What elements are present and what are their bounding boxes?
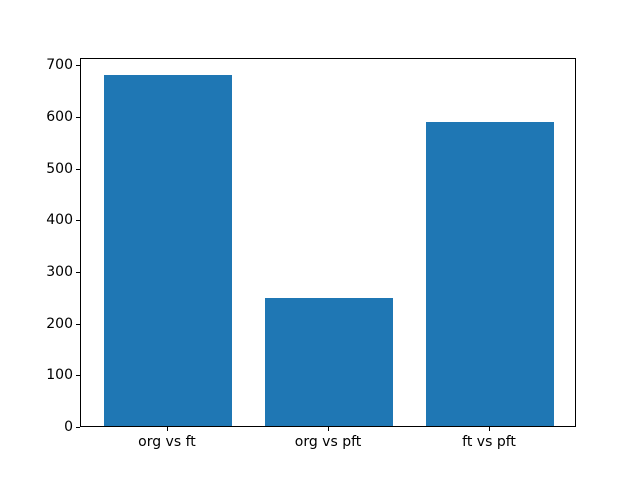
y-tick-mark: [76, 323, 80, 325]
y-tick-label: 300: [46, 263, 73, 280]
x-tick-mark: [328, 427, 329, 431]
y-tick-mark: [76, 65, 80, 67]
x-tick-label: org vs ft: [138, 434, 196, 450]
y-tick-label: 700: [46, 57, 73, 74]
y-tick-label: 100: [46, 367, 73, 384]
y-tick-mark: [76, 375, 80, 377]
plot-area: [80, 58, 576, 427]
bar-org-vs-ft: [103, 74, 233, 426]
y-tick-mark: [76, 220, 80, 222]
x-tick-mark: [166, 427, 168, 431]
y-tick-label: 0: [64, 419, 73, 435]
y-tick-mark: [76, 427, 80, 428]
y-tick-mark: [76, 116, 80, 118]
y-tick-mark: [76, 271, 80, 273]
x-tick-label: ft vs pft: [462, 434, 516, 450]
y-tick-label: 500: [46, 160, 73, 177]
bar-org-vs-pft: [264, 298, 394, 426]
y-tick-label: 600: [46, 108, 73, 125]
x-tick-label: org vs pft: [294, 434, 362, 450]
y-tick-label: 200: [46, 315, 73, 332]
y-tick-label: 400: [46, 212, 73, 229]
bar-ft-vs-pft: [425, 122, 555, 426]
y-tick-mark: [76, 168, 80, 170]
x-tick-mark: [489, 427, 491, 431]
